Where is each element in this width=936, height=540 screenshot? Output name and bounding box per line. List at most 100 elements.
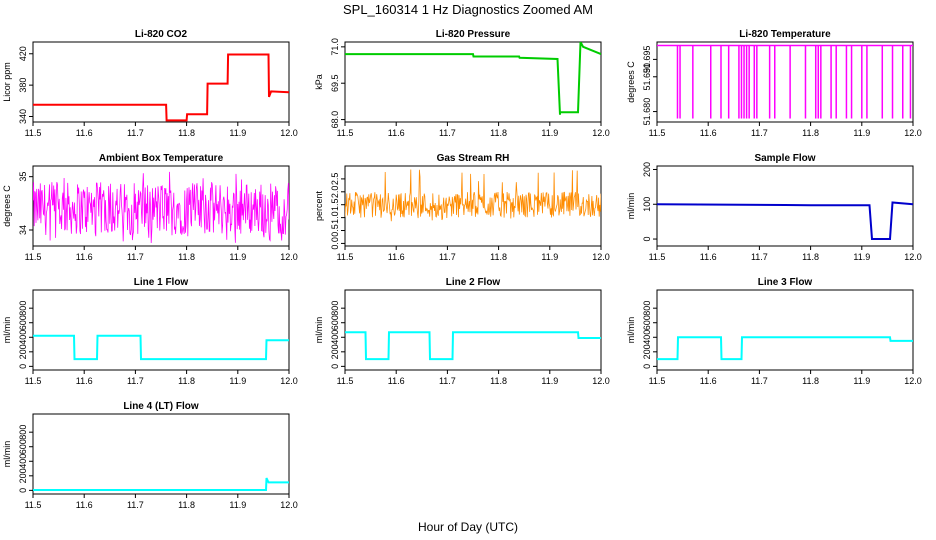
y-tick-label: 380 bbox=[18, 78, 28, 93]
series-line-0 bbox=[345, 331, 601, 361]
plot-frame bbox=[344, 41, 602, 123]
x-tick-label: 12.0 bbox=[280, 376, 298, 386]
x-tick-label: 11.7 bbox=[127, 252, 144, 262]
x-tick-label: 11.6 bbox=[388, 128, 405, 138]
x-tick-label: 11.8 bbox=[490, 128, 507, 138]
y-tick-label: 200 bbox=[330, 344, 340, 359]
y-tick-label: 600 bbox=[18, 439, 28, 454]
y-tick-label: 0.0 bbox=[330, 237, 340, 250]
series-line-0 bbox=[657, 336, 913, 361]
figure-xlabel: Hour of Day (UTC) bbox=[418, 520, 518, 534]
x-tick-label: 11.8 bbox=[178, 500, 195, 510]
y-tick-label: 51.695 bbox=[642, 46, 652, 74]
panel-title: Line 4 (LT) Flow bbox=[123, 401, 199, 412]
y-tick-label: 340 bbox=[18, 109, 28, 124]
x-tick-label: 11.9 bbox=[853, 128, 870, 138]
x-tick-label: 11.5 bbox=[25, 500, 42, 510]
x-tick-label: 11.8 bbox=[178, 376, 195, 386]
x-tick-label: 11.7 bbox=[127, 376, 144, 386]
y-axis-label: degrees C bbox=[626, 61, 636, 103]
panel-title: Li-820 Temperature bbox=[739, 29, 831, 40]
x-tick-label: 11.6 bbox=[76, 500, 93, 510]
panel-title: Li-820 Pressure bbox=[436, 29, 511, 40]
y-tick-label: 51.690 bbox=[642, 63, 652, 91]
series-line-0 bbox=[33, 477, 289, 491]
x-tick-label: 11.7 bbox=[439, 252, 456, 262]
y-axis-label: ml/min bbox=[626, 317, 636, 344]
x-tick-label: 11.9 bbox=[541, 376, 558, 386]
x-tick-label: 11.5 bbox=[649, 252, 666, 262]
series-line-0 bbox=[345, 42, 601, 115]
x-tick-label: 12.0 bbox=[280, 500, 298, 510]
y-tick-label: 1.5 bbox=[330, 198, 340, 211]
panel-5: Sample Flow 11.5 11.6 11.7 11.8 11.9 12.0 0 100 2… bbox=[626, 153, 922, 262]
y-tick-label: 800 bbox=[18, 425, 28, 440]
x-tick-label: 11.8 bbox=[178, 252, 195, 262]
plot-frame bbox=[344, 289, 602, 371]
x-tick-label: 11.5 bbox=[649, 128, 666, 138]
panel-4: Gas Stream RH 11.5 11.6 11.7 11.8 11.9 12.0 0.0… bbox=[314, 153, 610, 262]
panel-title: Line 2 Flow bbox=[446, 277, 501, 288]
y-tick-label: 800 bbox=[18, 301, 28, 316]
y-axis-label: percent bbox=[314, 190, 324, 221]
plot-frame bbox=[32, 289, 290, 371]
x-tick-label: 11.8 bbox=[178, 128, 195, 138]
series-line-0 bbox=[33, 334, 289, 361]
x-tick-label: 11.8 bbox=[490, 376, 507, 386]
y-tick-label: 71.0 bbox=[330, 38, 340, 56]
y-tick-label: 420 bbox=[18, 46, 28, 61]
x-tick-label: 11.7 bbox=[127, 500, 144, 510]
panel-1: Li-820 Pressure 11.5 11.6 11.7 11.8 11.9 12.0 6… bbox=[314, 29, 610, 138]
panel-2: Li-820 Temperature 11.5 11.6 11.7 11.8 11.9 12… bbox=[626, 29, 922, 138]
x-tick-label: 11.9 bbox=[229, 128, 246, 138]
y-tick-label: 34 bbox=[18, 225, 28, 235]
x-tick-label: 12.0 bbox=[592, 128, 610, 138]
y-axis-label: degrees C bbox=[2, 185, 12, 227]
x-tick-label: 11.6 bbox=[700, 252, 717, 262]
series-line-0 bbox=[657, 201, 913, 240]
x-tick-label: 11.6 bbox=[76, 128, 93, 138]
x-tick-label: 11.6 bbox=[700, 376, 717, 386]
y-tick-label: 400 bbox=[642, 330, 652, 345]
x-tick-label: 11.6 bbox=[388, 376, 405, 386]
y-axis-label: ml/min bbox=[2, 317, 12, 344]
x-tick-label: 12.0 bbox=[280, 128, 298, 138]
y-tick-label: 400 bbox=[330, 330, 340, 345]
x-tick-label: 11.7 bbox=[439, 128, 456, 138]
y-tick-label: 51.680 bbox=[642, 98, 652, 126]
x-tick-label: 11.9 bbox=[229, 500, 246, 510]
x-tick-label: 11.9 bbox=[853, 252, 870, 262]
plot-frame bbox=[344, 165, 602, 247]
y-tick-label: 800 bbox=[642, 301, 652, 316]
panel-8: Line 3 Flow 11.5 11.6 11.7 11.8 11.9 12.0 0 2004… bbox=[626, 277, 922, 386]
x-tick-label: 11.5 bbox=[337, 252, 354, 262]
x-tick-label: 11.9 bbox=[229, 376, 246, 386]
x-tick-label: 12.0 bbox=[592, 252, 610, 262]
y-tick-label: 800 bbox=[330, 301, 340, 316]
x-tick-label: 11.6 bbox=[388, 252, 405, 262]
y-axis-label: ml/min bbox=[2, 441, 12, 468]
x-tick-label: 11.9 bbox=[541, 128, 558, 138]
panel-9: Line 4 (LT) Flow 11.5 11.6 11.7 11.8 11.9 12.0… bbox=[2, 401, 298, 510]
y-tick-label: 200 bbox=[642, 162, 652, 177]
plot-frame bbox=[656, 289, 914, 371]
panel-title: Line 3 Flow bbox=[758, 277, 813, 288]
y-tick-label: 69.5 bbox=[330, 74, 340, 92]
x-tick-label: 11.6 bbox=[700, 128, 717, 138]
y-tick-label: 200 bbox=[18, 344, 28, 359]
y-tick-label: 0 bbox=[642, 364, 652, 369]
x-tick-label: 11.5 bbox=[25, 252, 42, 262]
plot-frame bbox=[656, 165, 914, 247]
x-tick-label: 11.6 bbox=[76, 252, 93, 262]
y-tick-label: 2.5 bbox=[330, 173, 340, 186]
y-tick-label: 200 bbox=[642, 344, 652, 359]
y-tick-label: 0 bbox=[18, 364, 28, 369]
y-tick-label: 100 bbox=[642, 197, 652, 212]
panel-title: Sample Flow bbox=[754, 153, 815, 164]
y-tick-label: 600 bbox=[18, 315, 28, 330]
x-tick-label: 11.5 bbox=[25, 128, 42, 138]
x-tick-label: 11.7 bbox=[751, 128, 768, 138]
panel-7: Line 2 Flow 11.5 11.6 11.7 11.8 11.9 12.0 0 2004… bbox=[314, 277, 610, 386]
x-tick-label: 11.7 bbox=[127, 128, 144, 138]
